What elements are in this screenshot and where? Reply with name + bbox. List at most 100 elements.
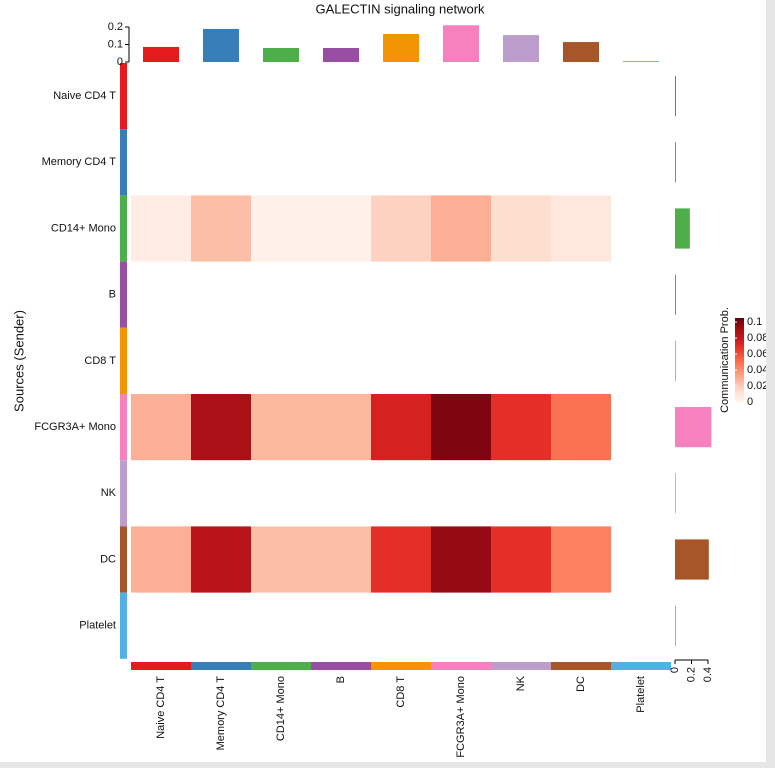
colorbar-segment [735,376,744,380]
heatmap-cell [611,592,672,660]
colorbar-segment [735,318,744,321]
column-color-strip [551,662,611,670]
heatmap-cell [371,195,432,263]
heatmap-cell [311,592,372,660]
heatmap-cell [251,592,312,660]
heatmap-cell [131,261,192,329]
heatmap-cell [431,526,492,594]
heatmap-cell [371,460,432,527]
heatmap-cell [431,394,492,461]
colorbar-segment [735,320,744,323]
right-bar [675,539,709,580]
top-bar [503,35,539,62]
colorbar-segment [735,366,744,369]
row-label: Memory CD4 T [42,156,117,168]
colorbar-segment [735,330,744,334]
heatmap-cell [371,261,432,329]
row-label: NK [101,487,117,499]
column-color-strip [431,662,491,670]
heatmap-cell [551,327,612,395]
heatmap-cell [131,327,192,395]
heatmap-cell [551,526,612,594]
colorbar-segment [735,360,744,363]
colorbar-tick-label: 0.06 [747,348,766,360]
heatmap-cell [551,592,612,660]
colorbar-segment [735,347,744,350]
heatmap-cell [251,327,312,395]
heatmap-cell [431,261,492,329]
colorbar-segment [735,355,744,359]
colorbar-segment [735,378,744,382]
heatmap-cell [551,129,612,196]
colorbar-segment [735,326,744,329]
heatmap-cell [551,195,612,263]
heatmap-cell [611,129,672,196]
row-label: Platelet [79,620,116,632]
colorbar-segment [735,357,744,361]
heatmap-cell [611,327,672,395]
right-tick-label: 0 [669,667,681,673]
heatmap-cell [611,63,672,130]
colorbar-segment [735,349,744,353]
right-tick-label: 0.4 [702,667,714,682]
colorbar-tick-label: 0.04 [747,364,766,376]
top-bar [563,42,599,62]
right-bar [675,142,676,183]
colorbar-segment [735,322,744,325]
column-label: FCGR3A+ Mono [455,676,467,758]
heatmap-cell [131,195,192,263]
top-bar [143,46,179,62]
heatmap-cell [251,63,312,130]
heatmap-cell [431,63,492,130]
column-label: B [335,676,347,683]
heatmap-cell [131,526,192,594]
heatmap-cell [491,63,552,130]
heatmap-cell [551,394,612,461]
column-label: Memory CD4 T [215,676,227,751]
colorbar-segment [735,332,744,336]
column-color-strip [371,662,431,670]
heatmap-cell [551,460,612,527]
heatmap-cell [371,526,432,594]
row-color-strip [120,261,127,328]
heatmap-cell [431,195,492,263]
right-bar [675,274,676,315]
top-tick-label: 0 [117,56,123,68]
heatmap-cell [311,195,372,263]
top-bar [443,25,479,62]
heatmap-cell [251,526,312,594]
column-color-strip [311,662,371,670]
heatmap-cell [491,526,552,594]
heatmap-cell [251,460,312,527]
row-color-strip [120,394,127,461]
heatmap-cell [311,261,372,329]
heatmap-cell [491,394,552,461]
column-color-strip [611,662,671,670]
top-tick-label: 0.2 [108,21,123,33]
colorbar-tick-label: 0 [747,396,753,408]
colorbar-segment [735,339,744,342]
column-label: NK [515,675,527,691]
column-color-strip [251,662,311,670]
heatmap-cell [371,394,432,461]
row-label: B [109,289,116,301]
right-bar [675,76,676,117]
row-color-strip [120,526,127,593]
y-axis-label: Sources (Sender) [11,310,26,412]
column-label: Naive CD4 T [155,676,167,739]
top-bar [323,48,359,62]
column-label: CD14+ Mono [275,676,287,741]
heatmap-cell [311,394,372,461]
heatmap-cell [191,460,252,527]
colorbar-segment [735,395,744,399]
right-tick-label: 0.2 [685,667,697,682]
column-color-strip [491,662,551,670]
heatmap-cell [251,394,312,461]
chart-title: GALECTIN signaling network [315,1,485,16]
colorbar-segment [735,372,744,376]
colorbar-segment [735,393,744,397]
heatmap-cell [611,195,672,263]
heatmap-cell [311,526,372,594]
heatmap-cell [491,195,552,263]
colorbar-segment [735,399,744,403]
